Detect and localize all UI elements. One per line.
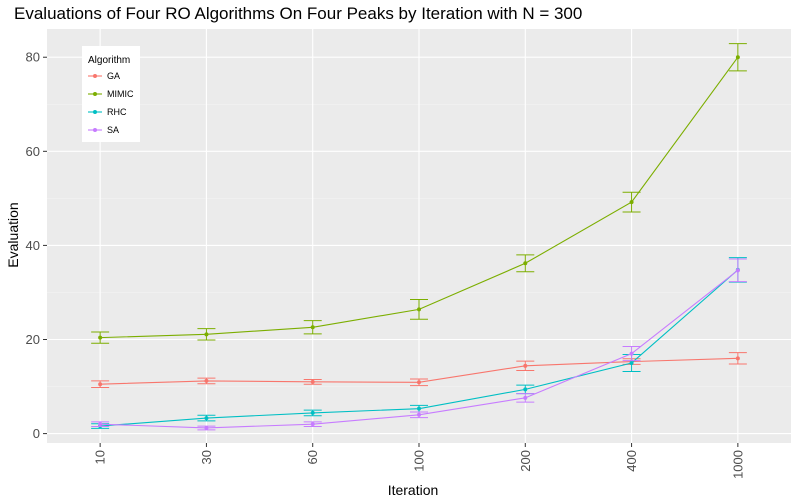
grid-major	[47, 29, 791, 443]
data-point-ga	[98, 382, 103, 387]
legend-label-sa: SA	[107, 125, 119, 135]
legend-item-mimic: MIMIC	[88, 89, 134, 99]
legend-item-ga: GA	[88, 71, 120, 81]
data-point-mimic	[417, 307, 421, 312]
y-axis-title: Evaluation	[5, 202, 21, 267]
y-axis: 0 20 40 60 80	[26, 50, 47, 441]
legend-label-ga: GA	[107, 71, 120, 81]
data-point-rhc	[523, 387, 528, 392]
x-tick-label: 30	[199, 450, 214, 464]
data-point-mimic	[523, 261, 528, 266]
data-point-rhc	[417, 406, 421, 411]
legend-label-mimic: MIMIC	[107, 89, 134, 99]
series-mimic	[91, 43, 747, 344]
data-point-mimic	[310, 325, 315, 330]
legend-label-rhc: RHC	[107, 107, 127, 117]
data-point-sa	[735, 268, 740, 273]
data-point-ga	[735, 356, 740, 361]
data-point-rhc	[629, 361, 634, 366]
y-tick-label: 0	[33, 426, 40, 441]
y-tick-label: 80	[26, 50, 40, 65]
data-point-rhc	[204, 416, 209, 421]
x-tick-label: 1000	[730, 450, 745, 479]
legend: Algorithm GA MIMIC RHC SA	[82, 46, 140, 142]
legend-item-rhc: RHC	[88, 107, 127, 117]
data-point-ga	[523, 363, 528, 368]
data-point-ga	[204, 378, 209, 383]
series-sa	[91, 258, 747, 431]
x-axis-title: Iteration	[388, 482, 439, 498]
data-point-mimic	[98, 335, 103, 340]
chart-title: Evaluations of Four RO Algorithms On Fou…	[14, 4, 582, 23]
data-point-sa	[523, 395, 528, 400]
data-point-ga	[310, 379, 315, 384]
data-point-ga	[417, 380, 421, 385]
x-tick-label: 60	[305, 450, 320, 464]
data-point-sa	[204, 425, 209, 430]
x-tick-label: 100	[412, 450, 427, 472]
y-tick-label: 40	[26, 238, 40, 253]
x-tick-label: 200	[518, 450, 533, 472]
series-layer	[91, 43, 747, 431]
data-point-sa	[629, 351, 634, 356]
data-point-mimic	[735, 55, 740, 60]
data-point-sa	[417, 412, 421, 417]
x-tick-label: 400	[624, 450, 639, 472]
x-tick-label: 10	[93, 450, 108, 464]
legend-item-sa: SA	[88, 125, 119, 135]
y-tick-label: 20	[26, 332, 40, 347]
legend-title: Algorithm	[88, 55, 130, 66]
x-axis: 10 30 60 100 200 400 1000	[93, 443, 745, 479]
data-point-sa	[310, 422, 315, 427]
data-point-mimic	[629, 200, 634, 205]
y-tick-label: 60	[26, 144, 40, 159]
data-point-sa	[98, 422, 103, 427]
data-point-mimic	[204, 332, 209, 337]
data-point-rhc	[310, 410, 315, 415]
